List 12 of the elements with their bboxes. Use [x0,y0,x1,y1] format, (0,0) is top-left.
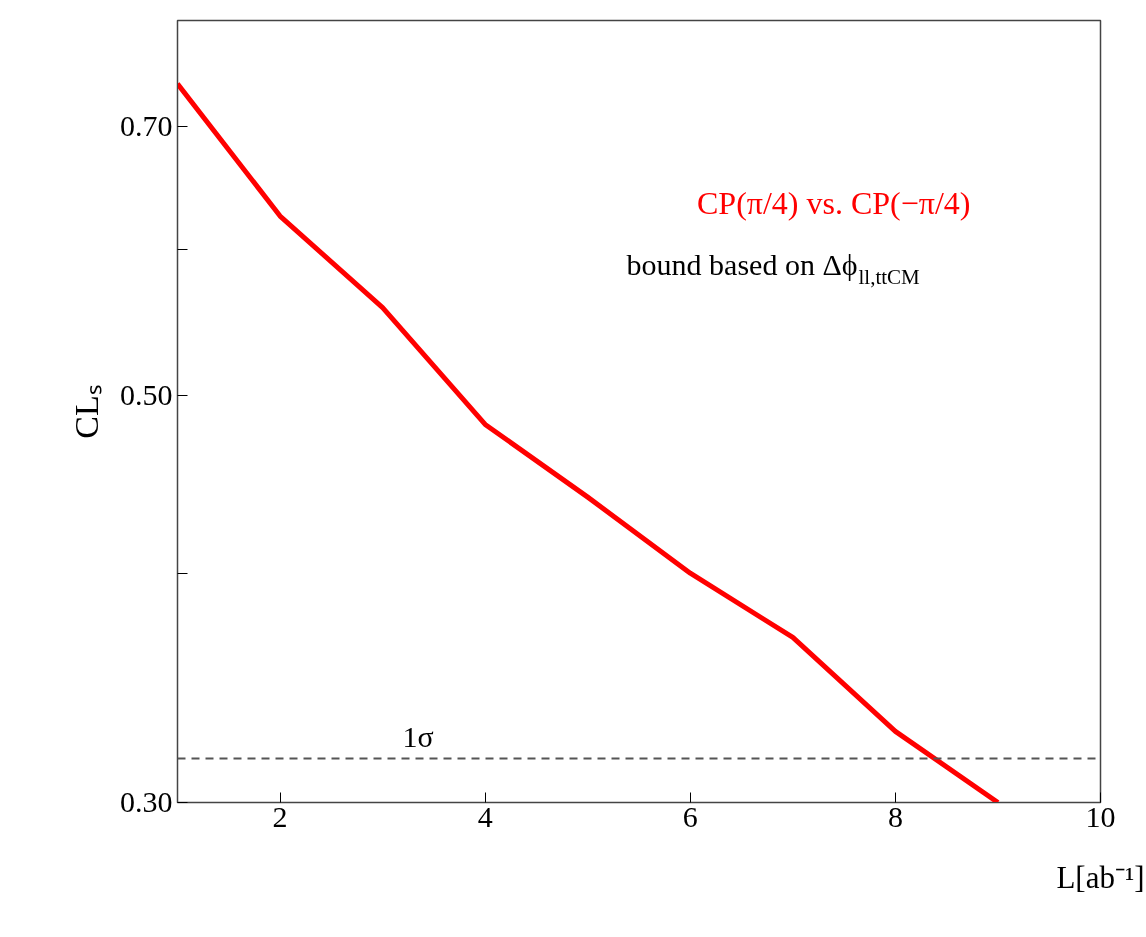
x-axis-title: L[ab⁻¹] [1056,859,1145,895]
y-tick-label: 0.50 [120,377,173,411]
x-tick-label: 8 [887,799,903,833]
x-tick-label: 6 [682,799,698,833]
x-tick-label: 2 [272,799,288,833]
x-tick-label: 10 [1085,799,1116,833]
text: CP(π/4) vs. CP(−π/4) [697,184,971,221]
y-axis-title: CLₛ [68,384,105,439]
ref-line-label: 1σ [402,719,434,753]
y-tick-label: 0.70 [120,109,173,143]
x-tick-label: 4 [477,799,493,833]
y-tick-label: 0.30 [120,785,173,818]
